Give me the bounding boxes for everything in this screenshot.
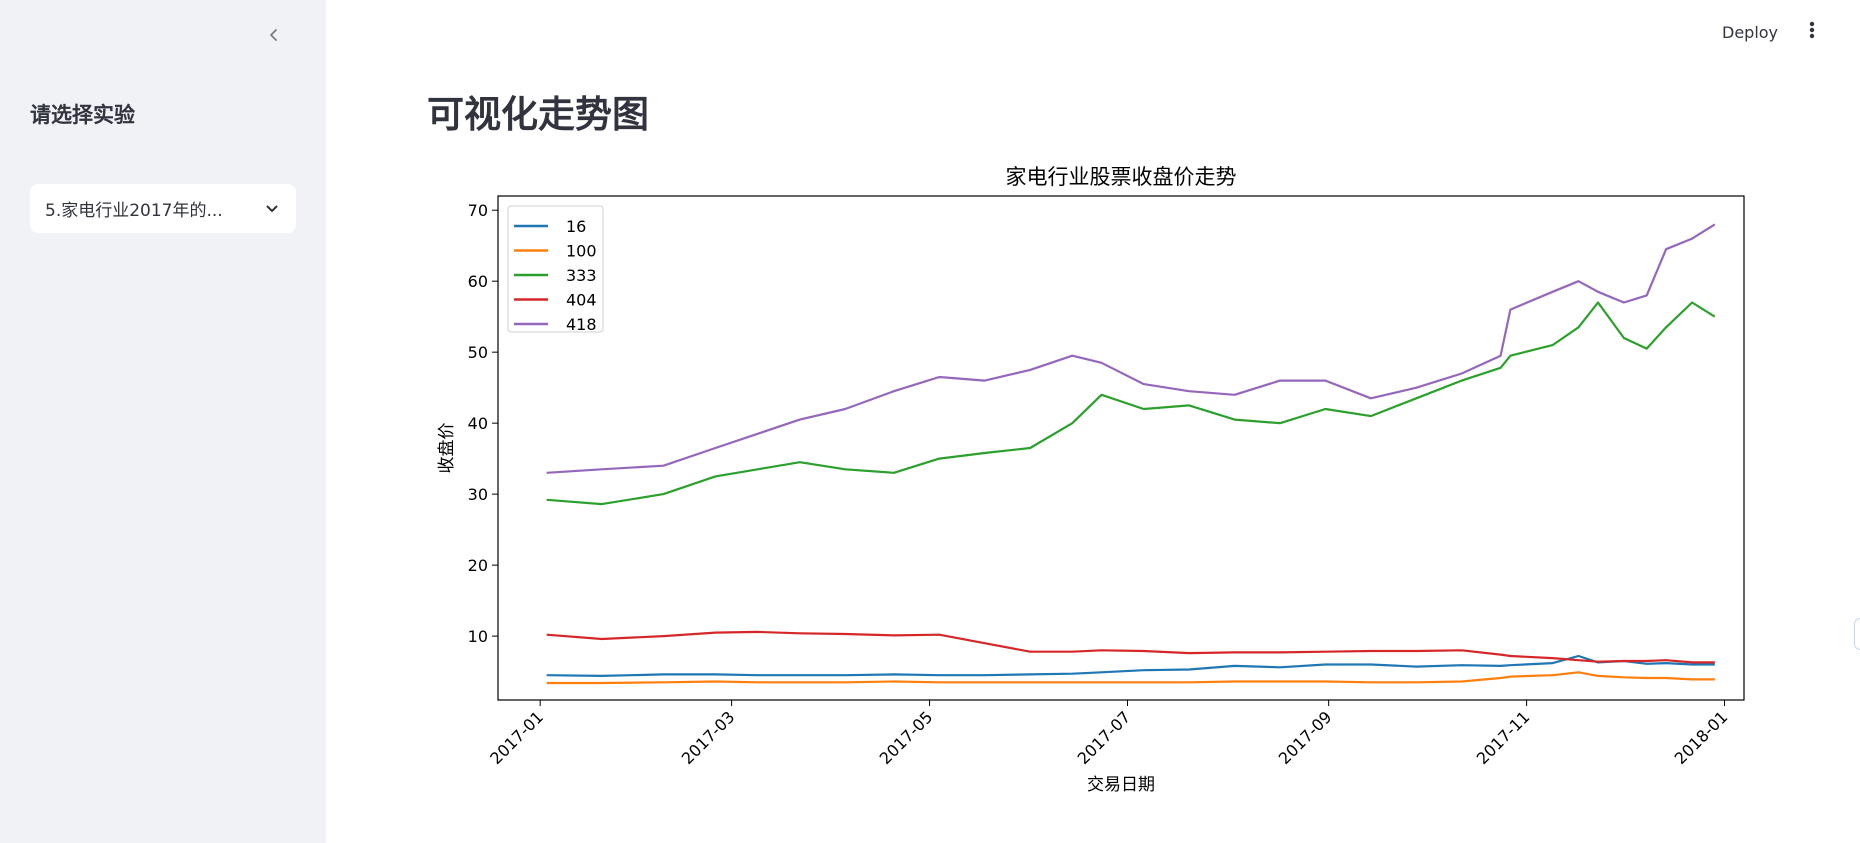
chart-svg: 家电行业股票收盘价走势 10 20 30 40 50 60 70 2017-01 2017-03 2… bbox=[437, 165, 1745, 795]
legend-label-418: 418 bbox=[566, 315, 597, 334]
sidebar-title: 请选择实验 bbox=[30, 103, 135, 127]
chevron-down-icon bbox=[262, 199, 282, 219]
y-tick-label: 40 bbox=[468, 414, 488, 433]
x-tick-label: 2017-01 bbox=[486, 707, 547, 768]
chart-title: 家电行业股票收盘价走势 bbox=[1006, 165, 1237, 189]
legend-label-16: 16 bbox=[566, 217, 586, 236]
scroll-indicator bbox=[1854, 618, 1860, 650]
legend-label-404: 404 bbox=[566, 291, 597, 310]
experiment-select[interactable]: 5.家电行业2017年的... bbox=[30, 184, 296, 233]
x-tick-label: 2017-11 bbox=[1473, 707, 1534, 768]
vertical-dots-icon bbox=[1809, 20, 1815, 44]
collapse-sidebar-button[interactable] bbox=[262, 24, 286, 48]
series-line-404 bbox=[546, 630, 1715, 664]
x-tick-label: 2017-05 bbox=[876, 707, 937, 768]
chevron-left-icon bbox=[267, 27, 281, 46]
y-tick-label: 20 bbox=[468, 556, 488, 575]
y-tick-label: 10 bbox=[468, 627, 488, 646]
legend-label-333: 333 bbox=[566, 266, 597, 285]
line-chart: 家电行业股票收盘价走势 10 20 30 40 50 60 70 2017-01 2017-03 2… bbox=[432, 156, 1752, 810]
y-tick-label: 30 bbox=[468, 485, 488, 504]
series-line-100 bbox=[546, 671, 1715, 685]
x-tick-label: 2017-09 bbox=[1275, 707, 1336, 768]
x-tick-label: 2017-07 bbox=[1074, 707, 1135, 768]
experiment-select-value: 5.家电行业2017年的... bbox=[45, 201, 223, 221]
y-tick-label: 50 bbox=[468, 343, 488, 362]
y-tick-label: 70 bbox=[468, 201, 488, 220]
sidebar: 请选择实验 5.家电行业2017年的... bbox=[0, 0, 326, 843]
legend-label-100: 100 bbox=[566, 242, 597, 261]
y-tick-label: 60 bbox=[468, 272, 488, 291]
plot-frame bbox=[497, 195, 1745, 701]
x-tick-label: 2017-03 bbox=[678, 707, 739, 768]
series-line-418 bbox=[546, 223, 1716, 474]
page-title: 可视化走势图 bbox=[427, 93, 649, 136]
series-line-16 bbox=[546, 654, 1715, 678]
deploy-button[interactable]: Deploy bbox=[1722, 22, 1779, 42]
main-menu-button[interactable] bbox=[1800, 16, 1824, 48]
y-axis-label: 收盘价 bbox=[437, 423, 457, 474]
x-axis-label: 交易日期 bbox=[1087, 775, 1155, 795]
series-line-333 bbox=[546, 301, 1716, 506]
x-tick-label: 2018-01 bbox=[1671, 707, 1732, 768]
